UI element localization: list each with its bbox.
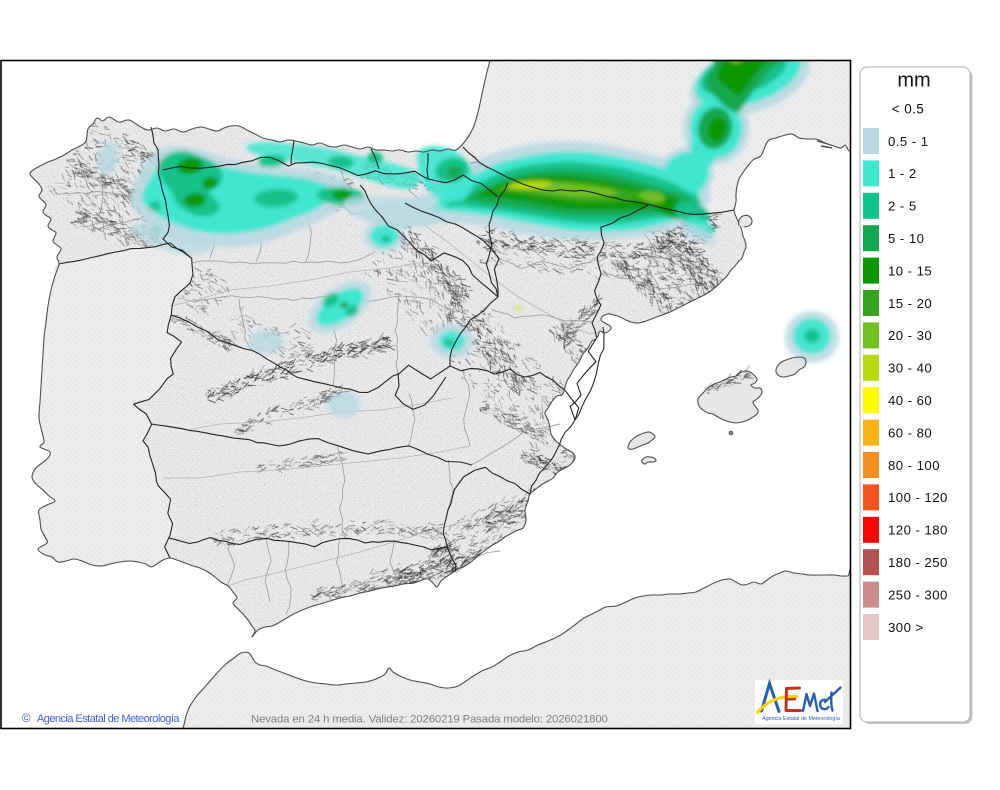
svg-text:300 >: 300 >: [888, 620, 924, 635]
svg-text:0.5 - 1: 0.5 - 1: [888, 134, 929, 149]
svg-text:100 - 120: 100 - 120: [888, 490, 948, 505]
svg-text:Agencia Estatal de Meteorologí: Agencia Estatal de Meteorología: [37, 713, 180, 725]
svg-text:60 - 80: 60 - 80: [888, 425, 932, 440]
svg-text:©: ©: [22, 713, 31, 725]
svg-text:5 - 10: 5 - 10: [888, 231, 924, 246]
svg-text:80 - 100: 80 - 100: [888, 458, 940, 473]
svg-text:Nevada en 24 h media. Validez:: Nevada en 24 h media. Validez: 20260219 …: [251, 714, 608, 726]
svg-text:Agencia Estatal de Meteorologí: Agencia Estatal de Meteorología: [762, 716, 840, 722]
svg-text:40 - 60: 40 - 60: [888, 393, 932, 408]
svg-text:15 - 20: 15 - 20: [888, 296, 932, 311]
svg-text:2 - 5: 2 - 5: [888, 199, 917, 214]
svg-text:1 - 2: 1 - 2: [888, 166, 917, 181]
svg-text:< 0.5: < 0.5: [892, 102, 924, 117]
svg-text:180 - 250: 180 - 250: [888, 555, 948, 570]
svg-text:30 - 40: 30 - 40: [888, 361, 932, 376]
svg-text:20 - 30: 20 - 30: [888, 328, 932, 343]
svg-text:250 - 300: 250 - 300: [888, 587, 948, 602]
svg-text:120 - 180: 120 - 180: [888, 523, 948, 538]
svg-text:mm: mm: [897, 70, 930, 92]
svg-text:10 - 15: 10 - 15: [888, 263, 932, 278]
